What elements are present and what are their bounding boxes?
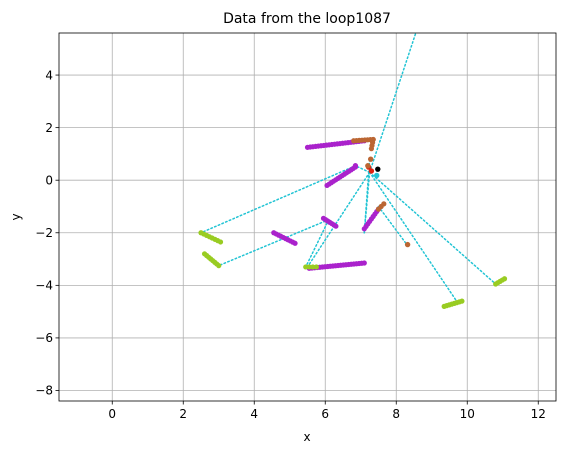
x-tick-label: 12 bbox=[531, 407, 546, 421]
data-point-purple bbox=[352, 163, 359, 169]
y-tick-label: −6 bbox=[35, 331, 53, 345]
data-point-olive bbox=[217, 239, 224, 245]
x-tick-label: 2 bbox=[179, 407, 187, 421]
y-tick-label: 0 bbox=[45, 173, 53, 187]
plot-frame bbox=[58, 32, 557, 402]
data-point-brown bbox=[365, 163, 371, 169]
x-tick-label: 10 bbox=[460, 407, 475, 421]
dotted-line bbox=[368, 171, 497, 285]
dotted-line bbox=[363, 171, 371, 234]
x-tick-label: 4 bbox=[250, 407, 258, 421]
dotted-line bbox=[218, 218, 330, 267]
data-point-purple bbox=[361, 260, 367, 266]
x-axis-label: x bbox=[303, 430, 310, 444]
data-point-purple bbox=[292, 240, 298, 246]
y-tick-label: 4 bbox=[45, 68, 53, 82]
x-tick-label: 0 bbox=[108, 407, 116, 421]
dotted-line bbox=[368, 33, 417, 174]
data-point-brown bbox=[368, 146, 374, 152]
data-point-brown bbox=[404, 241, 411, 248]
data-point-black bbox=[375, 166, 381, 172]
dotted-line bbox=[377, 205, 408, 246]
x-tick-label: 8 bbox=[392, 407, 400, 421]
data-point-cyan bbox=[374, 172, 380, 179]
data-point-red bbox=[368, 168, 375, 174]
data-point-brown bbox=[367, 156, 374, 162]
dotted-line bbox=[306, 171, 371, 268]
chart-title: Data from the loop1087 bbox=[223, 11, 391, 27]
y-tick-label: −2 bbox=[35, 226, 53, 240]
data-point-purple bbox=[333, 223, 339, 229]
data-point-olive bbox=[313, 264, 319, 270]
dotted-line bbox=[200, 164, 357, 234]
data-point-olive bbox=[459, 298, 465, 304]
y-axis-ticks: 4 2 0 −2 −4 −6 −8 bbox=[35, 68, 59, 398]
grid bbox=[59, 33, 556, 401]
data-point-olive bbox=[216, 263, 222, 269]
x-tick-label: 6 bbox=[321, 407, 329, 421]
y-tick-label: 2 bbox=[45, 121, 53, 135]
x-axis-ticks: 0 2 4 6 8 10 12 bbox=[108, 401, 546, 421]
dotted-line bbox=[368, 171, 458, 302]
data-points bbox=[198, 136, 508, 309]
dotted-connector-lines bbox=[200, 33, 497, 302]
data-point-brown bbox=[381, 201, 387, 207]
y-tick-label: −8 bbox=[35, 384, 53, 398]
y-axis-label: y bbox=[9, 213, 23, 220]
y-tick-label: −4 bbox=[35, 279, 53, 293]
dotted-line bbox=[304, 218, 330, 268]
data-point-olive bbox=[501, 276, 508, 282]
